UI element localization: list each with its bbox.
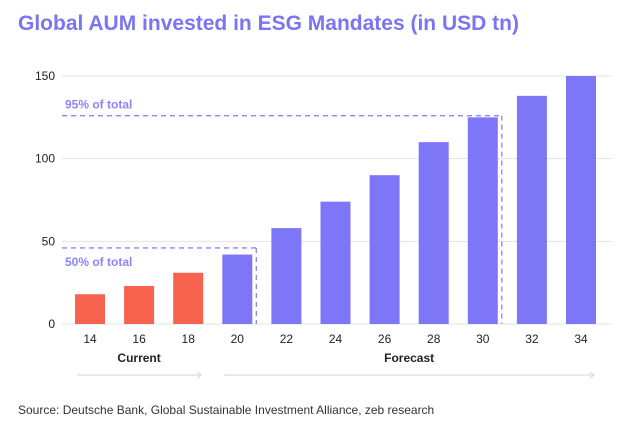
x-tick-label: 24 xyxy=(329,332,343,346)
bar xyxy=(271,228,302,324)
bar xyxy=(418,142,449,324)
y-tick-label: 100 xyxy=(35,152,55,166)
x-tick-label: 34 xyxy=(574,332,588,346)
period-groups: Current Forecast xyxy=(77,351,595,379)
x-axis-ticks: 14 16 18 20 22 24 26 28 30 32 34 xyxy=(83,332,588,346)
group-arrow-head xyxy=(589,371,595,379)
chart-title: Global AUM invested in ESG Mandates (in … xyxy=(18,12,519,35)
group-label: Forecast xyxy=(384,351,434,365)
annotation-label: 95% of total xyxy=(65,98,132,112)
x-tick-label: 22 xyxy=(280,332,294,346)
annotations: 50% of total 95% of total xyxy=(62,98,503,324)
bars xyxy=(75,76,596,324)
bar xyxy=(222,254,253,324)
x-tick-label: 28 xyxy=(427,332,441,346)
bar xyxy=(369,175,400,324)
bar xyxy=(173,272,204,324)
bar xyxy=(566,76,596,324)
group-label: Current xyxy=(117,351,160,365)
bar xyxy=(516,95,547,324)
x-tick-label: 20 xyxy=(231,332,245,346)
x-tick-label: 30 xyxy=(476,332,490,346)
bar xyxy=(320,201,351,324)
x-tick-label: 26 xyxy=(378,332,392,346)
y-axis-ticks: 0 50 100 150 xyxy=(35,69,55,331)
source-note: Source: Deutsche Bank, Global Sustainabl… xyxy=(18,403,435,417)
y-tick-label: 50 xyxy=(42,234,56,248)
bar xyxy=(467,117,498,324)
group-arrow-head xyxy=(196,371,203,379)
x-tick-label: 16 xyxy=(132,332,146,346)
y-tick-label: 0 xyxy=(48,317,55,331)
bar xyxy=(75,294,105,324)
y-tick-label: 150 xyxy=(35,69,55,83)
bar xyxy=(124,285,155,324)
x-tick-label: 32 xyxy=(525,332,539,346)
annotation-label: 50% of total xyxy=(65,255,132,269)
x-tick-label: 14 xyxy=(83,332,97,346)
x-tick-label: 18 xyxy=(182,332,196,346)
